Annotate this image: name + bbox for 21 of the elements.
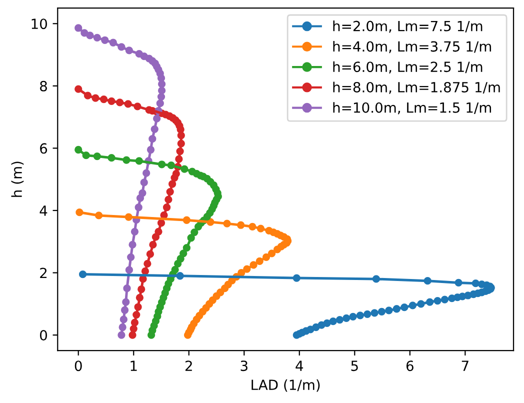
y-axis-title: h (m): [11, 162, 24, 197]
x-tick-label: 7: [462, 360, 468, 371]
legend-label: h=10.0m, Lm=1.5 1/m: [333, 102, 492, 114]
x-tick-label: 5: [351, 360, 358, 372]
legend-label: h=6.0m, Lm=2.5 1/m: [333, 61, 482, 74]
x-axis-title: LAD (1/m): [252, 379, 320, 392]
x-tick-label: 3: [240, 360, 248, 372]
legend-label: h=2.0m, Lm=7.5 1/m: [333, 20, 482, 33]
y-tick-label: 0: [40, 330, 47, 341]
y-tick-label: 8: [40, 80, 47, 92]
x-tick-label: 0: [74, 360, 82, 372]
x-tick-label: 6: [406, 360, 414, 372]
y-tick-label: 10: [32, 18, 47, 30]
legend-label: h=4.0m, Lm=3.75 1/m: [333, 40, 492, 54]
x-tick-label: 1: [130, 360, 137, 371]
y-tick-label: 4: [40, 206, 48, 216]
legend-label: h=8.0m, Lm=1.875 1/m: [333, 82, 500, 94]
y-tick-label: 6: [40, 143, 48, 154]
x-tick-label: 2: [185, 360, 192, 371]
y-tick-label: 2: [40, 268, 47, 278]
x-tick-label: 4: [296, 360, 304, 371]
